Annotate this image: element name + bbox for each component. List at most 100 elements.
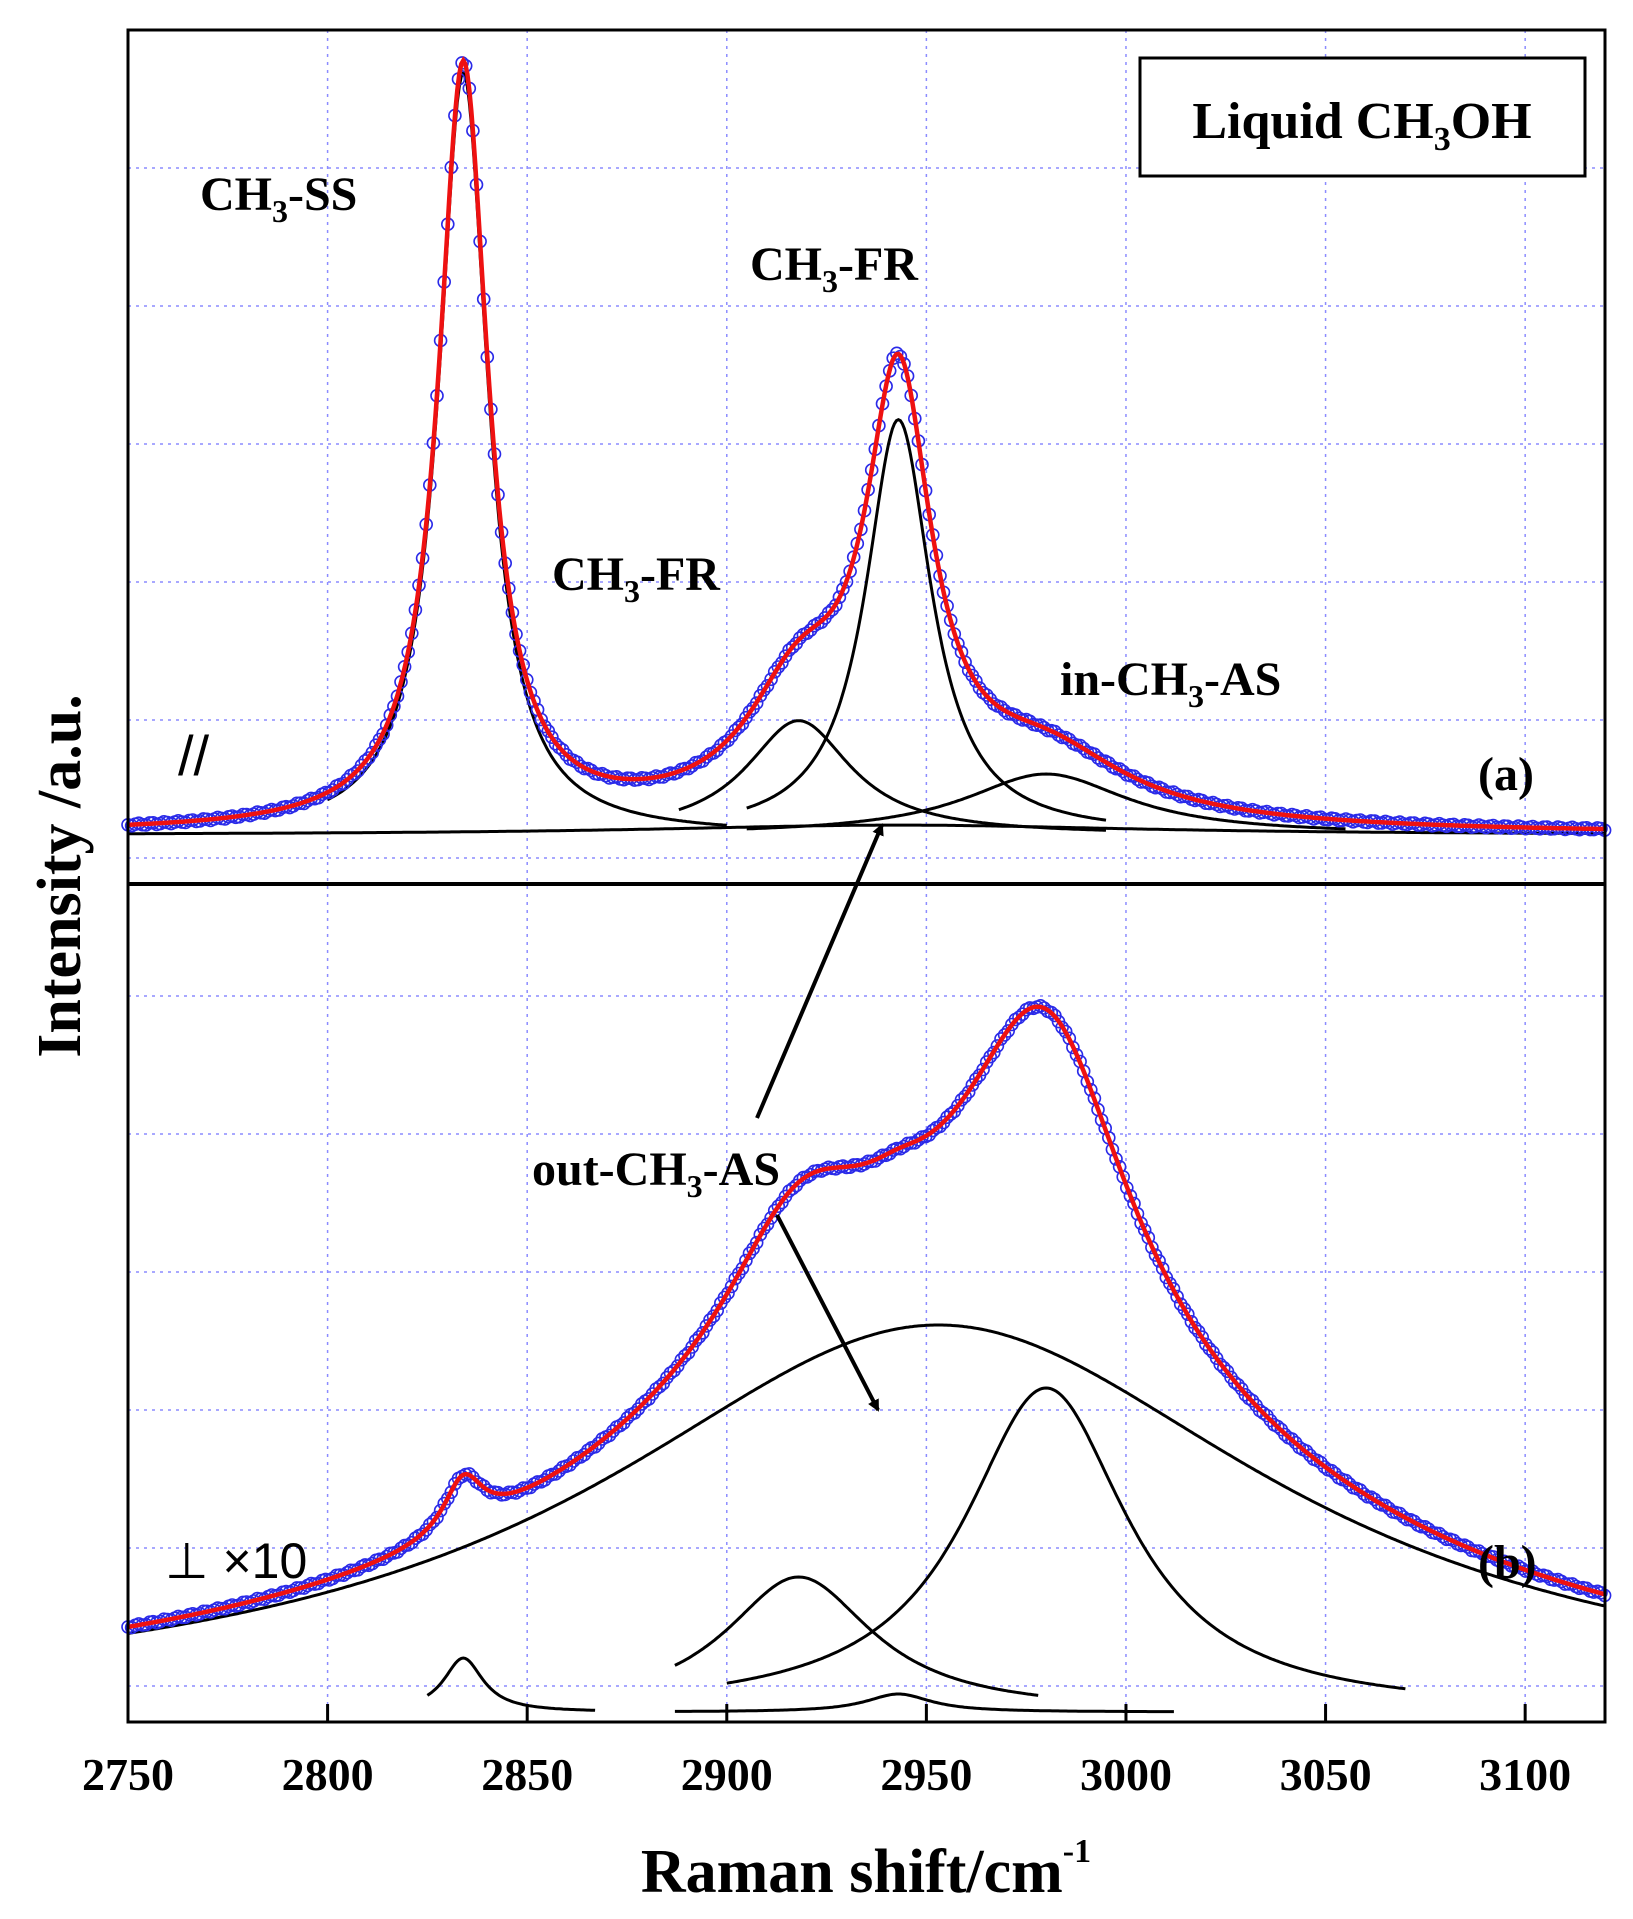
data-point bbox=[764, 672, 778, 687]
x-tick-label: 2800 bbox=[282, 1749, 374, 1800]
data-point bbox=[426, 1514, 441, 1529]
data-point bbox=[825, 602, 840, 617]
panel-a-data-points bbox=[121, 56, 1612, 838]
data-point bbox=[1170, 1289, 1184, 1304]
data-point bbox=[688, 1333, 703, 1348]
x-axis-title: Raman shift/cm-1 bbox=[641, 1833, 1091, 1906]
data-point bbox=[573, 1450, 588, 1464]
component-peak-b-2 bbox=[674, 1575, 1039, 1697]
data-point bbox=[1278, 1427, 1292, 1442]
data-point bbox=[943, 1107, 958, 1121]
data-point bbox=[792, 1173, 807, 1188]
data-point bbox=[785, 1181, 800, 1196]
data-point bbox=[1357, 1487, 1371, 1501]
data-point bbox=[979, 688, 994, 702]
data-point bbox=[1382, 1501, 1396, 1516]
data-point bbox=[581, 1443, 595, 1458]
data-point bbox=[692, 1330, 707, 1344]
data-point bbox=[1181, 1307, 1195, 1321]
data-point bbox=[767, 1203, 782, 1218]
data-point bbox=[1058, 1024, 1073, 1039]
data-point bbox=[713, 738, 728, 753]
label-out-ch3-as: out-CH3-AS bbox=[532, 1143, 780, 1204]
data-point bbox=[771, 1199, 786, 1213]
data-point bbox=[703, 1313, 717, 1327]
polarization-label-perpendicular: ⊥ ×10 bbox=[165, 1533, 307, 1589]
data-point bbox=[1069, 1048, 1084, 1062]
data-point bbox=[620, 1411, 635, 1425]
data-point bbox=[1342, 1477, 1357, 1491]
data-point bbox=[1245, 1393, 1260, 1408]
data-point bbox=[695, 1326, 710, 1340]
data-point bbox=[394, 1541, 408, 1556]
data-point bbox=[430, 1510, 444, 1525]
label-ch3-fr-upper: CH3-FR bbox=[750, 238, 919, 299]
data-point bbox=[415, 1527, 430, 1541]
data-point bbox=[1339, 1473, 1353, 1488]
fit-line-a bbox=[127, 56, 1606, 832]
data-point bbox=[404, 1535, 419, 1550]
data-point bbox=[365, 745, 380, 760]
data-point bbox=[667, 1363, 681, 1378]
data-point bbox=[958, 1089, 972, 1104]
data-point bbox=[994, 1032, 1008, 1046]
data-point bbox=[634, 1397, 649, 1411]
component-peak-b-3 bbox=[674, 1692, 1174, 1714]
polarization-label-parallel: // bbox=[178, 724, 210, 787]
x-tick-label: 2900 bbox=[681, 1749, 773, 1800]
data-point bbox=[1062, 1031, 1077, 1046]
data-point bbox=[627, 1406, 642, 1420]
data-point bbox=[792, 631, 807, 645]
data-point bbox=[710, 1303, 725, 1318]
data-point bbox=[986, 1045, 1001, 1060]
panel-label-a: (a) bbox=[1478, 748, 1534, 801]
data-point bbox=[1270, 1419, 1285, 1434]
data-point bbox=[814, 615, 829, 630]
data-point bbox=[742, 1246, 757, 1261]
data-point bbox=[724, 1279, 739, 1294]
data-point bbox=[1188, 1321, 1202, 1335]
data-point bbox=[660, 1370, 674, 1385]
data-point bbox=[739, 1253, 753, 1268]
data-point bbox=[731, 720, 746, 735]
y-axis-title: Intensity /a.u. bbox=[26, 694, 94, 1057]
data-point bbox=[749, 1235, 764, 1250]
data-point bbox=[1242, 1391, 1256, 1406]
data-point bbox=[911, 1133, 926, 1147]
curves-layer bbox=[121, 56, 1612, 1714]
panel-a-curves bbox=[121, 56, 1612, 838]
title-frame bbox=[1138, 56, 1587, 178]
data-point bbox=[1285, 1432, 1299, 1446]
data-point bbox=[828, 598, 843, 613]
data-point bbox=[1256, 1406, 1271, 1420]
data-point bbox=[1317, 1460, 1332, 1474]
x-tick-label: 2850 bbox=[481, 1749, 573, 1800]
data-point bbox=[1109, 761, 1123, 776]
data-point bbox=[990, 1039, 1005, 1053]
data-point bbox=[336, 776, 351, 791]
data-point bbox=[1044, 1005, 1059, 1020]
data-point bbox=[652, 1379, 667, 1394]
data-point bbox=[785, 640, 800, 654]
component-peak-b-1 bbox=[426, 1656, 596, 1712]
data-point bbox=[602, 1428, 617, 1443]
data-point bbox=[972, 681, 987, 695]
panel-b-curves bbox=[121, 998, 1612, 1714]
data-point bbox=[1324, 1463, 1339, 1478]
data-point bbox=[969, 674, 983, 688]
data-point bbox=[674, 1353, 689, 1367]
data-point bbox=[588, 1440, 602, 1454]
label-ch3-fr-lower: CH3-FR bbox=[552, 548, 721, 609]
data-point bbox=[1314, 1455, 1328, 1470]
label-ch3-ss: CH3-SS bbox=[200, 168, 357, 229]
data-point bbox=[1001, 1024, 1016, 1038]
data-point bbox=[889, 346, 904, 361]
data-point bbox=[408, 1531, 423, 1545]
chart-title: Liquid CH3OH bbox=[1192, 93, 1531, 158]
data-point bbox=[1299, 1444, 1314, 1458]
data-point bbox=[1055, 1020, 1069, 1035]
data-point bbox=[1199, 1337, 1213, 1352]
data-point bbox=[440, 1491, 455, 1506]
data-point bbox=[735, 1261, 750, 1276]
